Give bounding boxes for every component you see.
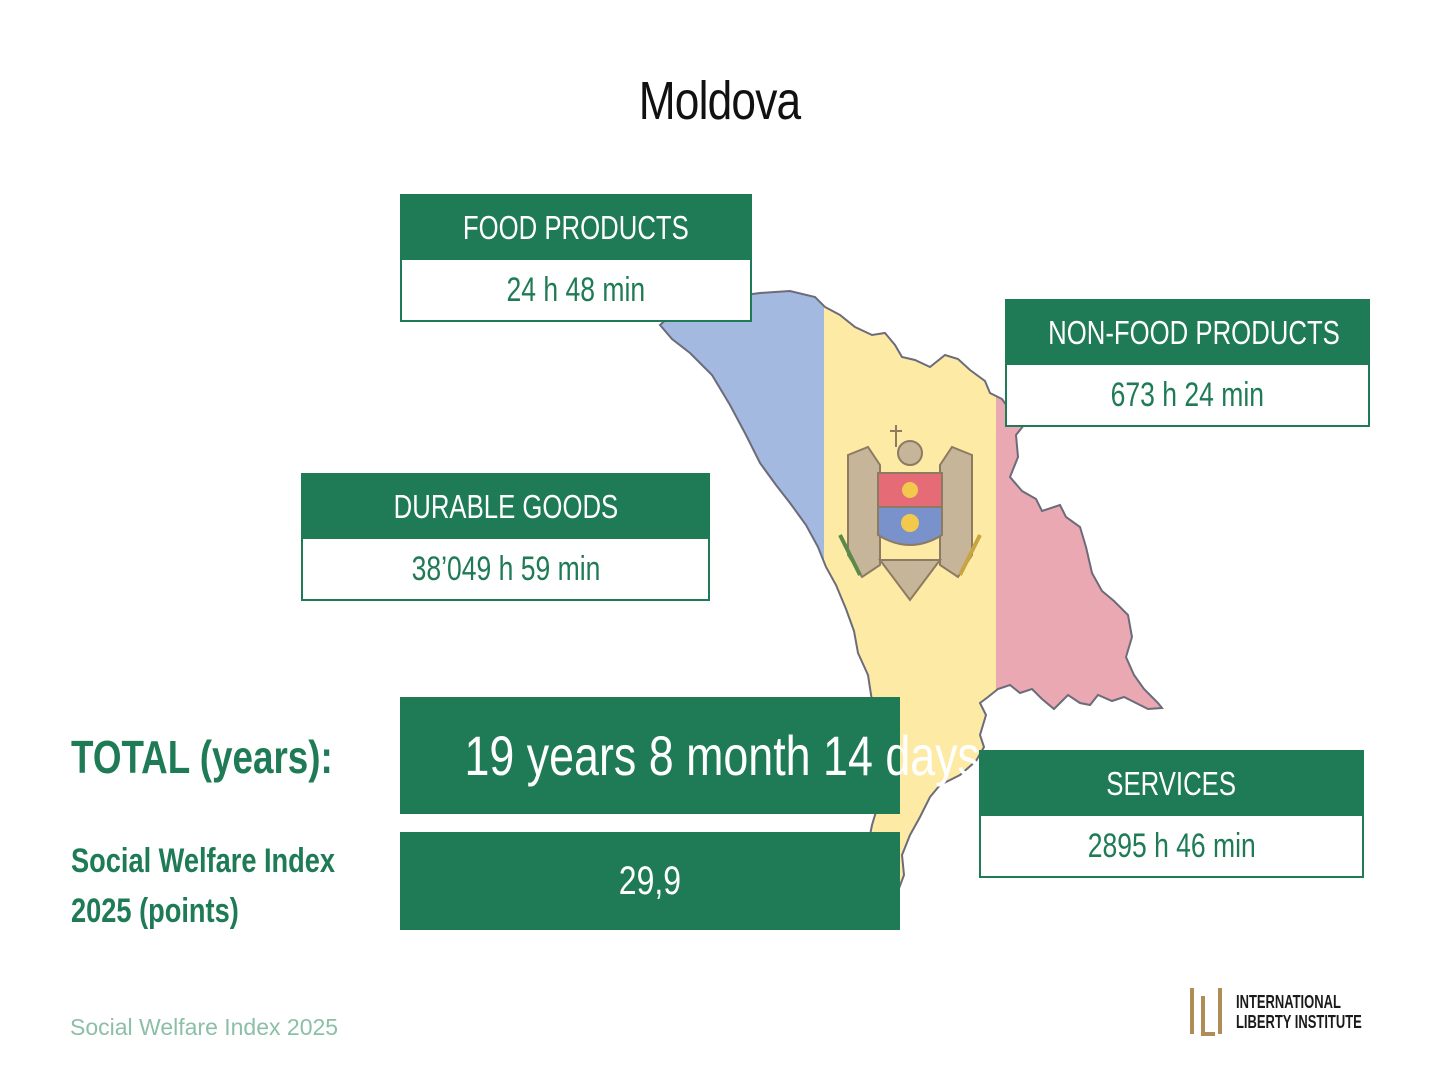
page-title: Moldova [639, 71, 801, 131]
services-label: SERVICES [981, 752, 1362, 816]
total-value-box: 19 years 8 month 14 days [400, 697, 980, 814]
ili-logo-mark-icon [1190, 988, 1222, 1036]
services-card: SERVICES 2895 h 46 min [979, 750, 1364, 878]
services-value: 2895 h 46 min [1087, 827, 1256, 865]
total-label: TOTAL (years): [71, 731, 333, 783]
non-food-products-value: 673 h 24 min [1110, 376, 1265, 414]
food-products-label: FOOD PRODUCTS [402, 196, 750, 260]
non-food-products-label: NON-FOOD PRODUCTS [1007, 301, 1368, 365]
food-products-card: FOOD PRODUCTS 24 h 48 min [400, 194, 752, 322]
durable-goods-card: DURABLE GOODS 38’049 h 59 min [301, 473, 710, 601]
non-food-products-card: NON-FOOD PRODUCTS 673 h 24 min [1005, 299, 1370, 427]
food-products-value: 24 h 48 min [506, 271, 646, 309]
footer-text: Social Welfare Index 2025 [70, 1014, 339, 1040]
durable-goods-label: DURABLE GOODS [303, 475, 708, 539]
social-welfare-index-label: Social Welfare Index 2025 (points) [71, 842, 336, 930]
international-liberty-institute-logo: INTERNATIONAL LIBERTY INSTITUTE [1188, 986, 1368, 1038]
social-welfare-index-value-box: 29,9 [400, 832, 900, 930]
durable-goods-value: 38’049 h 59 min [411, 550, 600, 588]
